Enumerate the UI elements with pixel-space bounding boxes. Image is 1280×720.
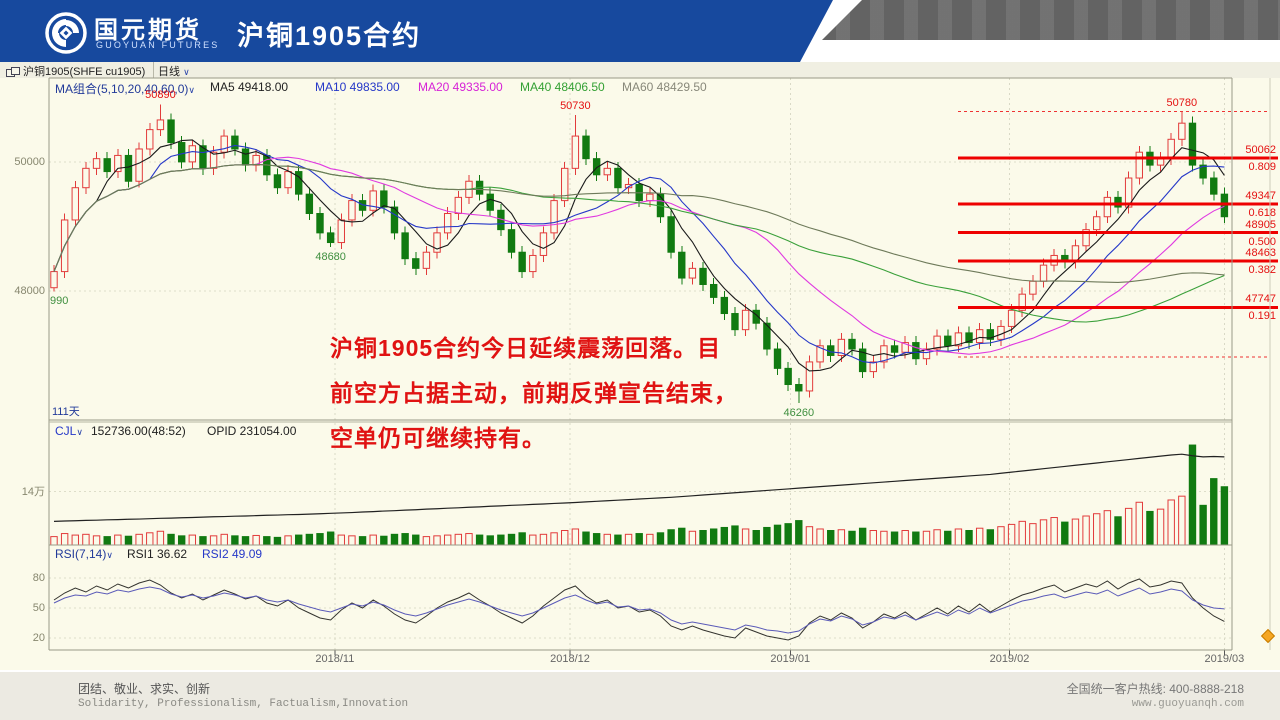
fib-ratio-label: 0.382 [1248,264,1276,277]
x-axis-month-label: 2019/02 [989,653,1030,665]
footer-hotline: 全国统一客户热线: 400-8888-218 [1066,682,1244,696]
footer-website: www.guoyuanqh.com [1131,698,1244,710]
rsi-axis-tick: 50 [32,602,45,614]
swing-low-label: 46260 [783,407,815,420]
chevron-down-icon: ∨ [183,67,190,77]
chevron-down-icon: ∨ [106,550,113,560]
fib-price-label: 47747 [1245,293,1276,306]
period-label: 日线 [158,66,180,78]
tab-instrument-label: 沪铜1905(SHFE cu1905) [23,66,146,78]
footer-slogan-cn: 团结、敬业、求实、创新 [78,682,211,696]
comment-line: 前空方占据主动，前期反弹宣告结束， [330,380,738,406]
x-axis-month-label: 2019/01 [770,653,811,665]
rsi1-value: RSI1 36.62 [127,547,188,561]
fib-ratio-label: 0.809 [1248,160,1276,173]
swing-high-label: 50780 [1166,96,1198,109]
period-dropdown[interactable]: 日线 ∨ [158,63,190,79]
ma40-value: MA40 48406.50 [520,80,605,94]
fib-ratio-label: 0.618 [1248,207,1276,220]
fib-price-label: 48463 [1245,247,1276,260]
rsi-axis-tick: 20 [32,632,45,644]
ma60-value: MA60 48429.50 [622,80,707,94]
volume-axis-tick: 14万 [21,485,45,498]
ma20-value: MA20 49335.00 [418,80,503,94]
opid-value: OPID 231054.00 [207,424,297,438]
fib-ratio-label: 0.500 [1248,235,1276,248]
ma-header: MA组合(5,10,20,40,60,0)∨ MA5 49418.00 MA10… [55,80,707,97]
rsi-header: RSI(7,14)∨ RSI1 36.62 RSI2 49.09 [55,547,262,561]
chevron-down-icon: ∨ [188,85,195,95]
swing-high-label: 50730 [560,99,591,112]
ma-combo-dropdown[interactable]: MA组合(5,10,20,40,60,0)∨ [55,82,195,96]
cjl-dropdown[interactable]: CJL∨ [55,424,83,438]
price-axis-tick: 50000 [14,155,45,168]
chevron-down-icon: ∨ [76,427,83,437]
cjl-value: 152736.00(48:52) [91,424,186,438]
footer-slogan-en: Solidarity, Professionalism, Factualism,… [78,698,409,710]
swing-high-label: 50890 [145,89,176,102]
cjl-header: CJL∨ 152736.00(48:52) OPID 231054.00 [55,424,296,438]
rsi2-value: RSI2 49.09 [202,547,263,561]
truncated-low-label: 990 [50,295,69,307]
fib-ratio-label: 0.191 [1248,310,1276,323]
x-axis-month-label: 2019/03 [1204,653,1245,665]
x-axis-month-label: 2018/12 [550,653,590,665]
tab-instrument[interactable]: 沪铜1905(SHFE cu1905) [2,62,155,78]
top-banner: 国元期货 GUOYUAN FUTURES 沪铜1905合约 [0,0,1280,62]
brand-name-en: GUOYUAN FUTURES [96,40,220,50]
brand-name-cn: 国元期货 [94,17,202,44]
fib-price-label: 48905 [1245,218,1276,231]
rsi-dropdown[interactable]: RSI(7,14)∨ [55,547,113,561]
footer: 团结、敬业、求实、创新 Solidarity, Professionalism,… [0,670,1280,720]
chart-canvas[interactable] [0,62,1280,720]
guoyuan-logo-icon [45,12,87,54]
comment-line: 沪铜1905合约今日延续震荡回落。目 [330,335,722,361]
banner-blue-band [0,0,833,62]
swing-low-label: 48680 [315,251,346,264]
x-axis-month-label: 2018/11 [315,653,355,665]
rsi-axis-tick: 80 [32,572,45,584]
chart-window-icon[interactable] [6,67,20,77]
banner-gray-band [822,0,1280,40]
analyst-comment: 沪铜1905合约今日延续震荡回落。目 前空方占据主动，前期反弹宣告结束， 空单仍… [330,326,738,461]
ma10-value: MA10 49835.00 [315,80,400,94]
price-axis-tick: 48000 [14,284,45,297]
chart-tab-strip: 沪铜1905(SHFE cu1905) 日线 ∨ [0,62,1280,78]
page-title: 沪铜1905合约 [237,21,422,51]
fib-price-label: 50062 [1245,143,1276,156]
days-count-label: 111天 [52,406,80,418]
fib-price-label: 49347 [1245,190,1276,203]
comment-line: 空单仍可继续持有。 [330,425,546,451]
ma5-value: MA5 49418.00 [210,80,289,94]
